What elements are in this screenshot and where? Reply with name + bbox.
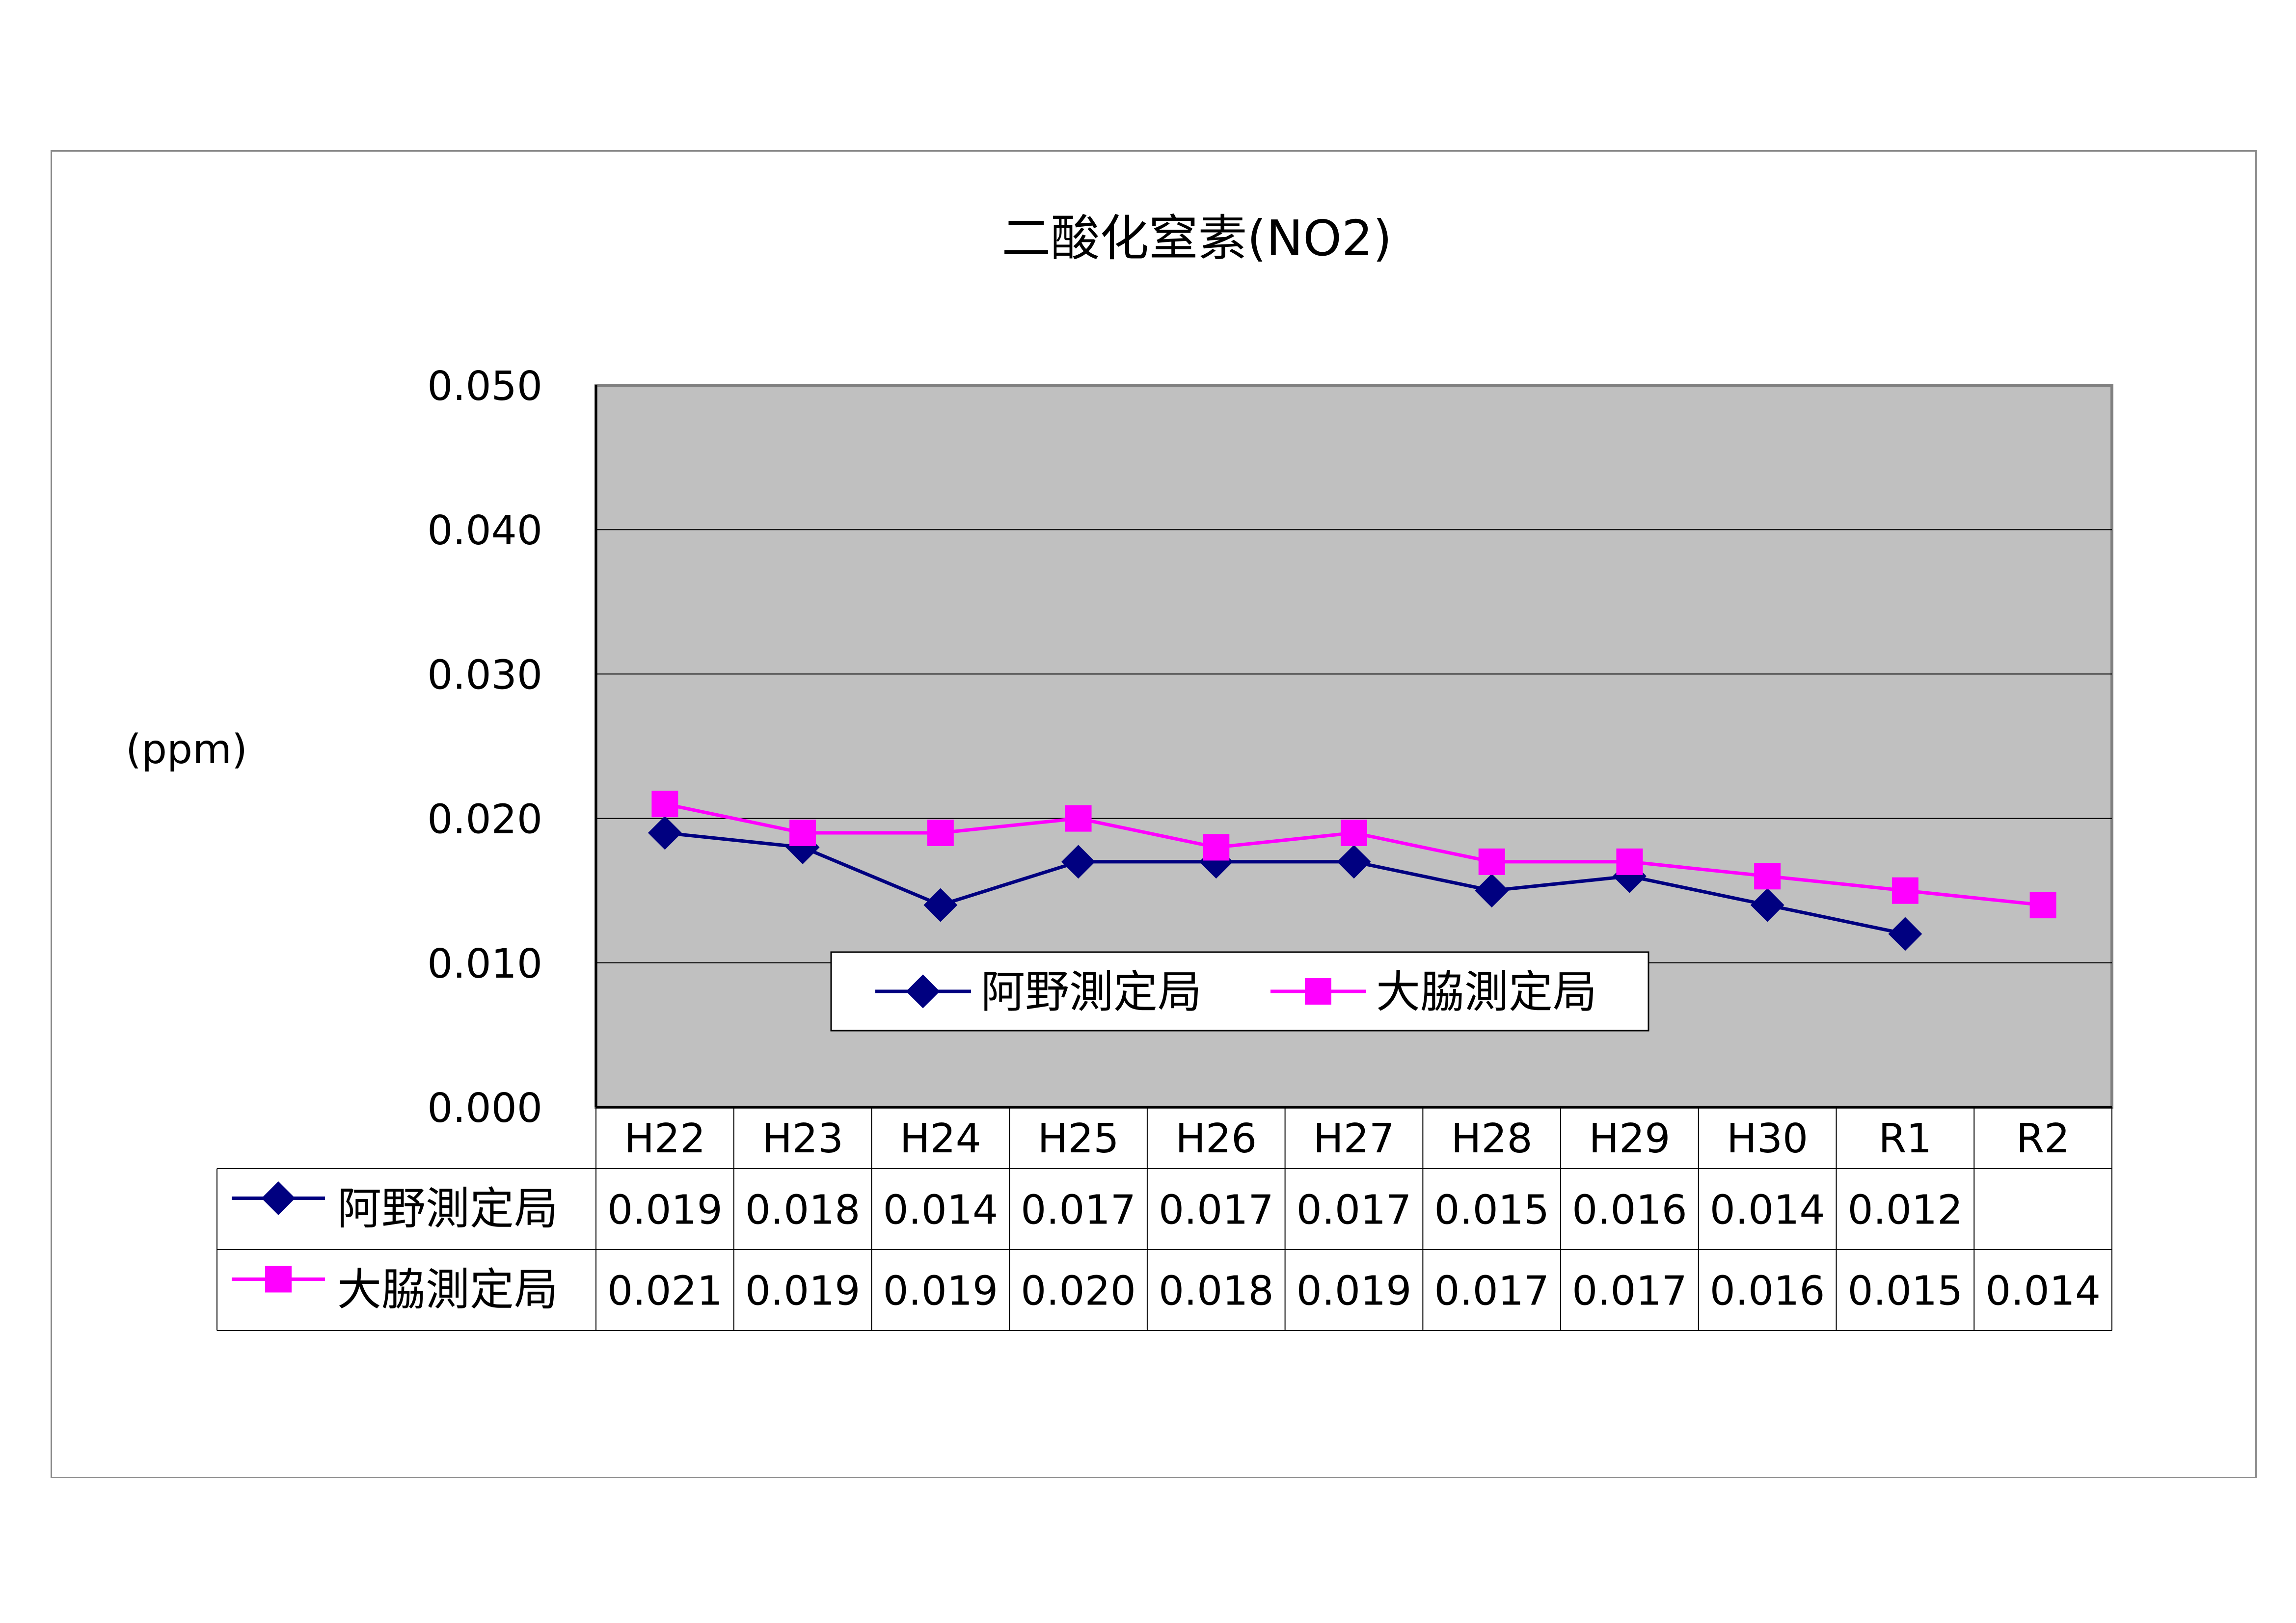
table-key-marker-2 (265, 1266, 292, 1293)
data-point-2 (1754, 863, 1781, 890)
data-point-2 (789, 820, 816, 847)
table-cell: 0.018 (745, 1187, 861, 1234)
table-row-header-2: 大脇測定局 (337, 1264, 558, 1316)
data-point-1 (1061, 845, 1095, 879)
table-cell: 0.012 (1848, 1187, 1963, 1234)
data-point-2 (927, 820, 954, 847)
table-cell: 0.015 (1848, 1268, 1963, 1315)
data-point-1 (1337, 845, 1371, 879)
x-tick-label: H29 (1589, 1116, 1670, 1162)
x-tick-label: H26 (1175, 1116, 1257, 1162)
data-point-2 (1203, 834, 1230, 861)
x-tick-label: H28 (1451, 1116, 1533, 1162)
table-cell: 0.015 (1434, 1187, 1549, 1234)
table-cell: 0.017 (1572, 1268, 1687, 1315)
table-cell: 0.021 (607, 1268, 723, 1315)
table-cell: 0.017 (1434, 1268, 1549, 1315)
y-tick-label: 0.030 (427, 652, 542, 698)
legend-label-1: 阿野測定局 (981, 966, 1202, 1018)
x-tick-label: R1 (1878, 1116, 1932, 1162)
table-cell: 0.019 (745, 1268, 861, 1315)
table-cell: 0.019 (607, 1187, 723, 1234)
data-point-2 (1341, 820, 1367, 847)
table-cell: 0.019 (883, 1268, 998, 1315)
data-point-1 (648, 816, 682, 850)
data-point-2 (651, 791, 678, 818)
table-cell: 0.014 (1985, 1268, 2101, 1315)
table-row-header-1: 阿野測定局 (337, 1183, 558, 1235)
x-tick-label: H24 (900, 1116, 981, 1162)
data-point-2 (2029, 892, 2056, 919)
data-point-1 (923, 888, 958, 922)
legend-marker-2 (1305, 978, 1331, 1005)
table-cell: 0.016 (1710, 1268, 1825, 1315)
data-table: H22 H23 H24 H25 H26 H27 H28 H29 H30 R1 R2 阿野測定局 0.01… (216, 1107, 2112, 1331)
table-cell: 0.014 (883, 1187, 998, 1234)
y-tick-label: 0.050 (427, 363, 542, 410)
table-cell: 0.017 (1297, 1187, 1412, 1234)
legend: 阿野測定局 大脇測定局 (830, 951, 1649, 1032)
data-point-2 (1891, 877, 1918, 904)
x-tick-label: H27 (1313, 1116, 1395, 1162)
x-tick-label: H30 (1727, 1116, 1808, 1162)
data-point-2 (1478, 848, 1505, 875)
table-key-marker-1 (261, 1181, 296, 1215)
table-cell: 0.019 (1297, 1268, 1412, 1315)
table-cell: 0.017 (1159, 1187, 1274, 1234)
table-cell: 0.020 (1021, 1268, 1136, 1315)
y-tick-label: 0.040 (427, 507, 542, 554)
legend-marker-1 (906, 974, 940, 1009)
x-tick-label: H22 (624, 1116, 705, 1162)
y-tick-label: 0.000 (427, 1085, 542, 1132)
chart-title: 二酸化窒素(NO2) (1001, 210, 1392, 267)
table-cell: 0.018 (1159, 1268, 1274, 1315)
data-point-1 (1750, 888, 1784, 922)
y-axis-label: (ppm) (126, 726, 247, 773)
table-cell: 0.014 (1710, 1187, 1825, 1234)
x-tick-label: R2 (2016, 1116, 2070, 1162)
legend-label-2: 大脇測定局 (1376, 966, 1597, 1018)
data-point-1 (1475, 874, 1509, 908)
table-cell: 0.017 (1021, 1187, 1136, 1234)
x-tick-label: H23 (762, 1116, 843, 1162)
table-cell: 0.016 (1572, 1187, 1687, 1234)
data-point-2 (1065, 805, 1092, 832)
data-point-1 (1888, 917, 1922, 951)
data-point-2 (1616, 848, 1643, 875)
y-tick-label: 0.020 (427, 797, 542, 843)
series-line-1 (664, 831, 1906, 936)
x-tick-label: H25 (1038, 1116, 1119, 1162)
y-tick-label: 0.010 (427, 941, 542, 987)
